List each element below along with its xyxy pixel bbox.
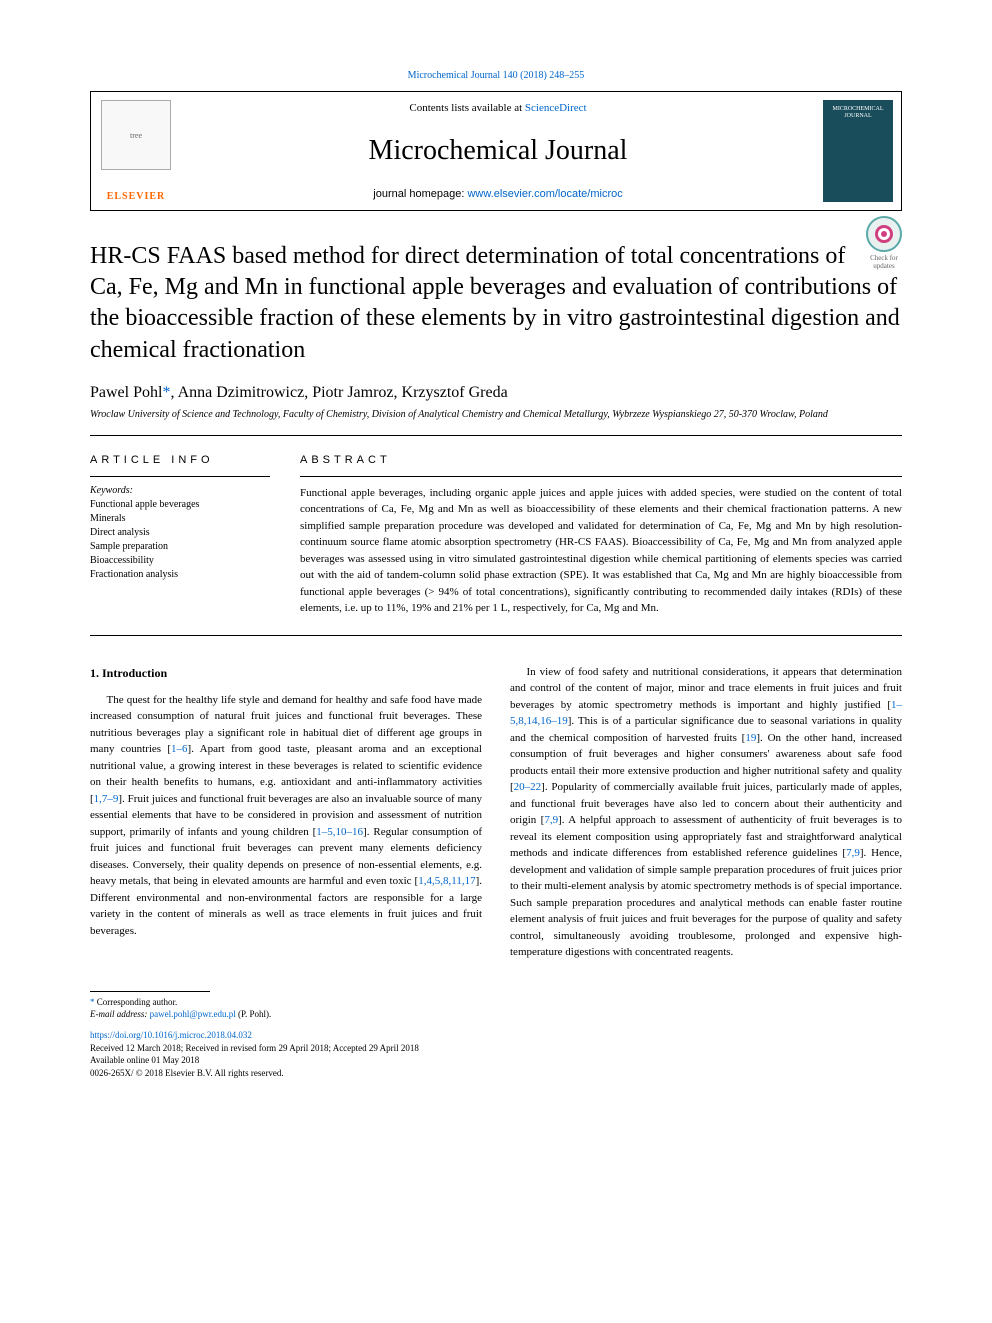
article-info: ARTICLE INFO Keywords: Functional apple …: [90, 454, 270, 617]
citation-link[interactable]: 1,4,5,8,11,17: [418, 875, 475, 887]
abstract-text: Functional apple beverages, including or…: [300, 485, 902, 617]
keyword: Minerals: [90, 512, 270, 526]
section-heading: 1. Introduction: [90, 664, 482, 682]
running-header: Microchemical Journal 140 (2018) 248–255: [90, 70, 902, 81]
email-link[interactable]: pawel.pohl@pwr.edu.pl: [150, 1009, 236, 1019]
journal-cover-thumb: MICROCHEMICAL JOURNAL: [823, 100, 893, 202]
article-info-label: ARTICLE INFO: [90, 454, 270, 466]
paragraph: In view of food safety and nutritional c…: [510, 664, 902, 961]
doi-link[interactable]: https://doi.org/10.1016/j.microc.2018.04…: [90, 1030, 252, 1040]
paragraph: The quest for the healthy life style and…: [90, 692, 482, 940]
body-text: 1. Introduction The quest for the health…: [90, 664, 902, 961]
homepage-line: journal homepage: www.elsevier.com/locat…: [201, 188, 795, 200]
footer: * Corresponding author. E-mail address: …: [90, 991, 902, 1080]
citation-link[interactable]: 1–5,10–16: [316, 826, 363, 838]
keyword: Bioaccessibility: [90, 554, 270, 568]
abstract: ABSTRACT Functional apple beverages, inc…: [300, 454, 902, 617]
citation-link[interactable]: 1,7–9: [94, 793, 119, 805]
authors: Pawel Pohl*, Anna Dzimitrowicz, Piotr Ja…: [90, 384, 902, 402]
elsevier-logo: tree ELSEVIER: [91, 92, 181, 210]
citation-link[interactable]: 1–6: [171, 743, 188, 755]
keyword: Sample preparation: [90, 540, 270, 554]
crossmark-icon: [875, 225, 893, 243]
divider: [90, 991, 210, 992]
keyword: Fractionation analysis: [90, 568, 270, 582]
article-title: HR-CS FAAS based method for direct deter…: [90, 241, 902, 366]
affiliation: Wroclaw University of Science and Techno…: [90, 408, 902, 421]
sciencedirect-link[interactable]: ScienceDirect: [525, 102, 587, 114]
contents-line: Contents lists available at ScienceDirec…: [201, 102, 795, 114]
journal-name: Microchemical Journal: [201, 135, 795, 167]
citation-link[interactable]: 19: [745, 732, 756, 744]
running-header-link[interactable]: Microchemical Journal 140 (2018) 248–255: [408, 70, 585, 81]
keyword: Functional apple beverages: [90, 498, 270, 512]
check-updates-badge[interactable]: Check for updates: [866, 216, 902, 270]
divider: [90, 435, 902, 436]
divider: [300, 476, 902, 477]
divider: [90, 635, 902, 636]
keyword: Direct analysis: [90, 526, 270, 540]
journal-header: tree ELSEVIER Contents lists available a…: [90, 91, 902, 211]
elsevier-tree-icon: tree: [101, 100, 171, 170]
abstract-label: ABSTRACT: [300, 454, 902, 466]
citation-link[interactable]: 7,9: [846, 847, 860, 859]
homepage-link[interactable]: www.elsevier.com/locate/microc: [467, 188, 622, 200]
divider: [90, 476, 270, 477]
citation-link[interactable]: 7,9: [544, 814, 558, 826]
keywords-label: Keywords:: [90, 485, 270, 496]
citation-link[interactable]: 20–22: [514, 781, 542, 793]
elsevier-label: ELSEVIER: [107, 191, 166, 202]
